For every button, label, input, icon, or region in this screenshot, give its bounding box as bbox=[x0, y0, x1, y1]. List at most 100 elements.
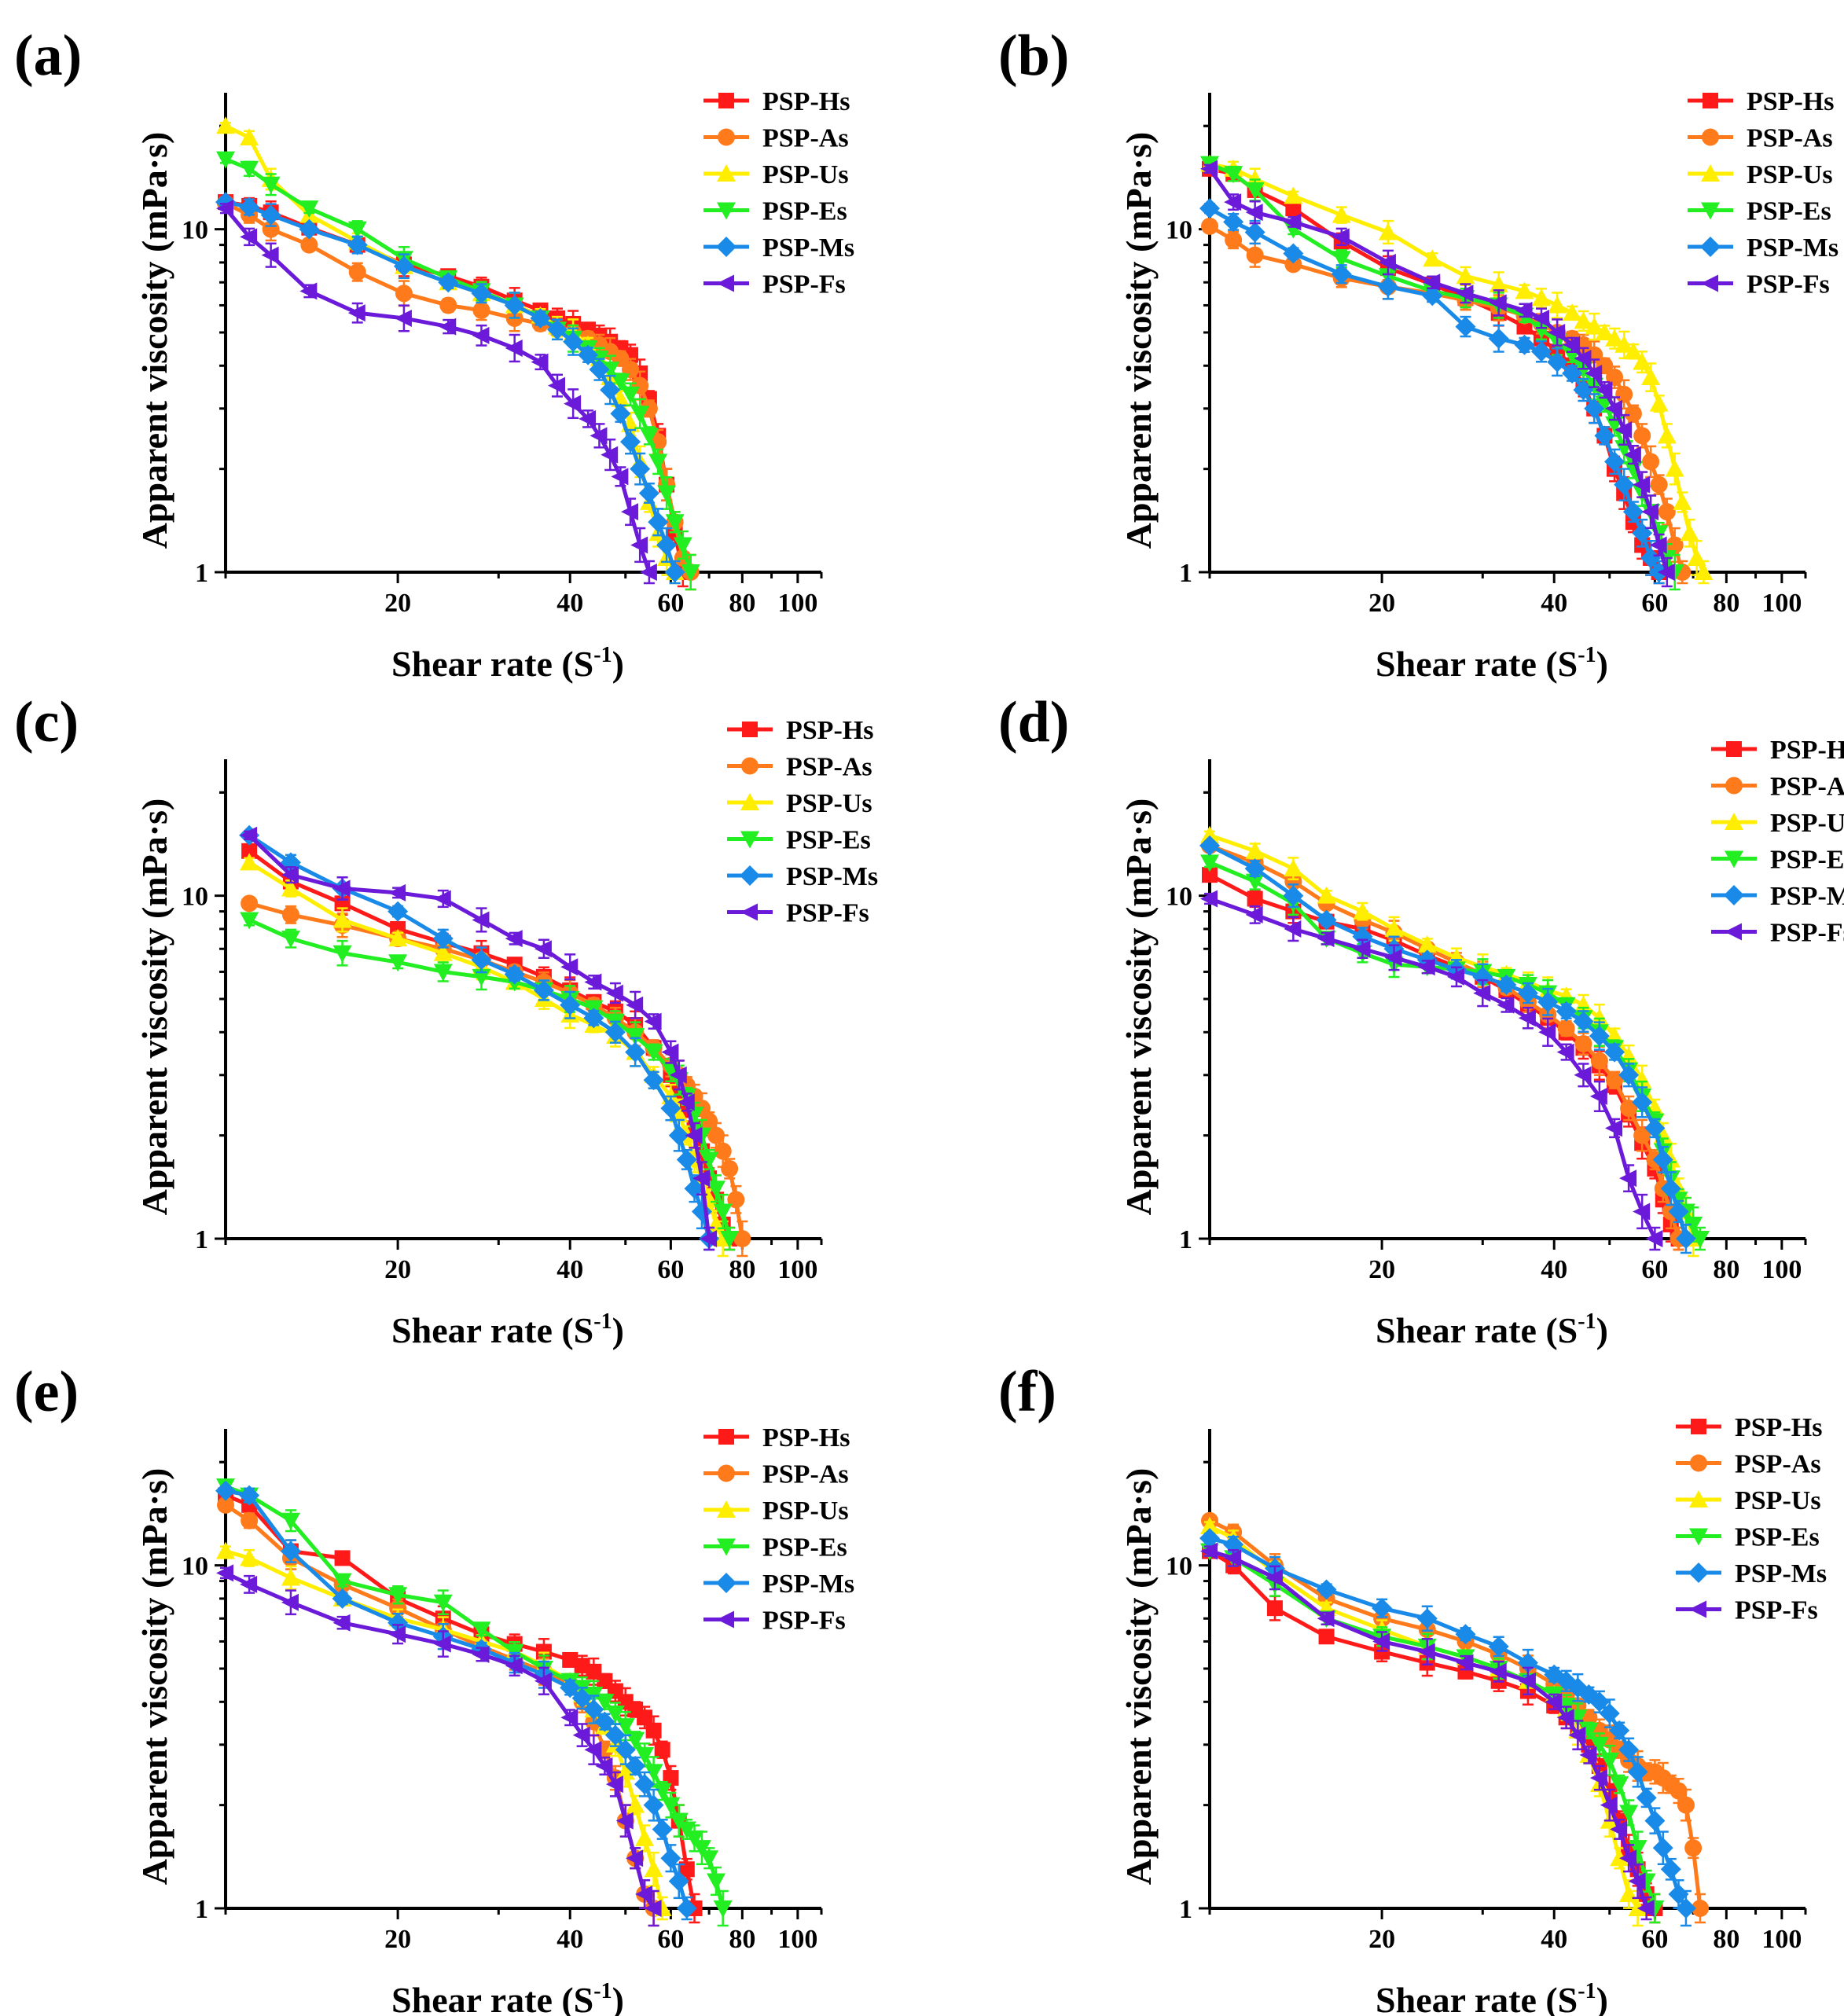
data-point bbox=[1489, 294, 1507, 312]
data-point bbox=[1641, 368, 1661, 386]
data-point bbox=[1284, 186, 1303, 204]
legend-marker bbox=[718, 128, 735, 146]
data-point bbox=[1600, 1796, 1618, 1814]
y-axis-title: Apparent viscosity (mPa·s) bbox=[1119, 799, 1159, 1216]
data-point bbox=[563, 331, 584, 352]
legend-marker bbox=[1688, 1562, 1709, 1583]
data-point bbox=[656, 534, 678, 556]
y-tick-label: 1 bbox=[1179, 1895, 1192, 1924]
x-tick-label: 100 bbox=[777, 589, 817, 618]
data-point bbox=[1423, 274, 1441, 292]
legend-marker bbox=[717, 202, 736, 220]
y-tick-label: 1 bbox=[1179, 1225, 1192, 1254]
data-point bbox=[1416, 1608, 1438, 1629]
data-point bbox=[644, 1012, 662, 1030]
data-point bbox=[1224, 166, 1243, 184]
legend-marker bbox=[718, 1464, 735, 1482]
data-point bbox=[1680, 523, 1699, 542]
data-point bbox=[721, 1159, 739, 1177]
data-point bbox=[299, 282, 318, 300]
data-point bbox=[644, 1860, 663, 1878]
data-point bbox=[394, 309, 412, 327]
data-point bbox=[1532, 309, 1550, 327]
data-point bbox=[281, 1512, 300, 1530]
x-tick-label: 40 bbox=[557, 1255, 583, 1284]
legend-label: PSP-Es bbox=[762, 1533, 847, 1562]
y-tick-label: 10 bbox=[1166, 1552, 1192, 1581]
data-point bbox=[1579, 1746, 1597, 1764]
data-point bbox=[579, 409, 597, 428]
data-point bbox=[1384, 919, 1404, 937]
data-point bbox=[604, 1022, 626, 1043]
data-point bbox=[1650, 476, 1668, 494]
data-point bbox=[1473, 984, 1491, 1002]
legend-marker bbox=[1725, 850, 1743, 868]
legend-label: PSP-Es bbox=[1747, 197, 1831, 226]
legend-label: PSP-Us bbox=[786, 789, 872, 818]
data-point bbox=[472, 326, 490, 344]
x-tick-label: 20 bbox=[1368, 1925, 1395, 1954]
data-point bbox=[472, 301, 490, 319]
series-line bbox=[224, 1571, 656, 1910]
data-point bbox=[625, 1041, 646, 1063]
legend-marker bbox=[1725, 813, 1743, 830]
data-point bbox=[1590, 1052, 1608, 1070]
data-point bbox=[677, 1093, 695, 1111]
legend-label: PSP-Us bbox=[1747, 160, 1833, 189]
data-point bbox=[1317, 1610, 1335, 1628]
data-point bbox=[388, 1612, 409, 1633]
data-point bbox=[388, 954, 408, 972]
data-point bbox=[534, 1672, 552, 1690]
x-tick-label: 80 bbox=[1713, 1925, 1739, 1954]
data-point bbox=[1318, 1629, 1335, 1645]
data-point bbox=[433, 890, 451, 908]
data-point bbox=[1332, 205, 1351, 223]
data-point bbox=[472, 911, 490, 929]
data-point bbox=[240, 228, 258, 246]
data-point bbox=[300, 236, 318, 254]
data-point bbox=[1584, 398, 1605, 419]
legend-label: PSP-As bbox=[762, 1460, 849, 1489]
data-point bbox=[1610, 1849, 1629, 1867]
data-point bbox=[564, 395, 582, 413]
data-point bbox=[1497, 996, 1515, 1014]
data-point bbox=[439, 318, 457, 336]
series-ms bbox=[239, 824, 720, 1251]
data-point bbox=[661, 1043, 679, 1061]
data-point bbox=[1532, 321, 1552, 340]
chart-panel: (a) 20 40 60 80 100 1 10 Shear rate (S-1) Apparen… bbox=[14, 24, 854, 684]
data-point bbox=[615, 1718, 635, 1736]
legend-marker bbox=[1725, 923, 1742, 941]
data-point bbox=[240, 160, 259, 178]
series-fs bbox=[216, 200, 657, 585]
legend: PSP-Hs PSP-As PSP-Us PSP-Es PSP-Ms PSP-Fs bbox=[703, 87, 854, 299]
data-point bbox=[1372, 1598, 1393, 1619]
data-point bbox=[700, 1850, 719, 1868]
data-point bbox=[643, 1794, 664, 1816]
data-point bbox=[600, 380, 621, 401]
data-point bbox=[1224, 193, 1242, 211]
data-point bbox=[1622, 501, 1644, 523]
legend-label: PSP-As bbox=[1770, 773, 1844, 802]
data-point bbox=[1624, 405, 1642, 423]
chart-panel: (d) 20 40 60 80 100 1 10 Shear rate (S-1) Apparen… bbox=[998, 690, 1844, 1350]
data-point bbox=[626, 1849, 644, 1867]
data-point bbox=[1199, 835, 1220, 856]
data-point bbox=[1423, 249, 1442, 267]
data-point bbox=[630, 406, 650, 424]
legend-label: PSP-Hs bbox=[786, 716, 873, 745]
legend-marker bbox=[717, 1500, 736, 1518]
data-point bbox=[1515, 301, 1533, 319]
data-point bbox=[1673, 492, 1692, 510]
legend-marker bbox=[1689, 1528, 1708, 1546]
data-point bbox=[652, 1783, 672, 1801]
data-point bbox=[472, 1621, 491, 1640]
data-point bbox=[1548, 324, 1566, 341]
data-point bbox=[560, 958, 579, 976]
x-tick-label: 80 bbox=[729, 589, 755, 618]
data-point bbox=[332, 1614, 351, 1632]
legend-label: PSP-Ms bbox=[786, 862, 878, 891]
series-line bbox=[248, 849, 732, 1240]
legend-marker bbox=[1691, 1419, 1706, 1434]
